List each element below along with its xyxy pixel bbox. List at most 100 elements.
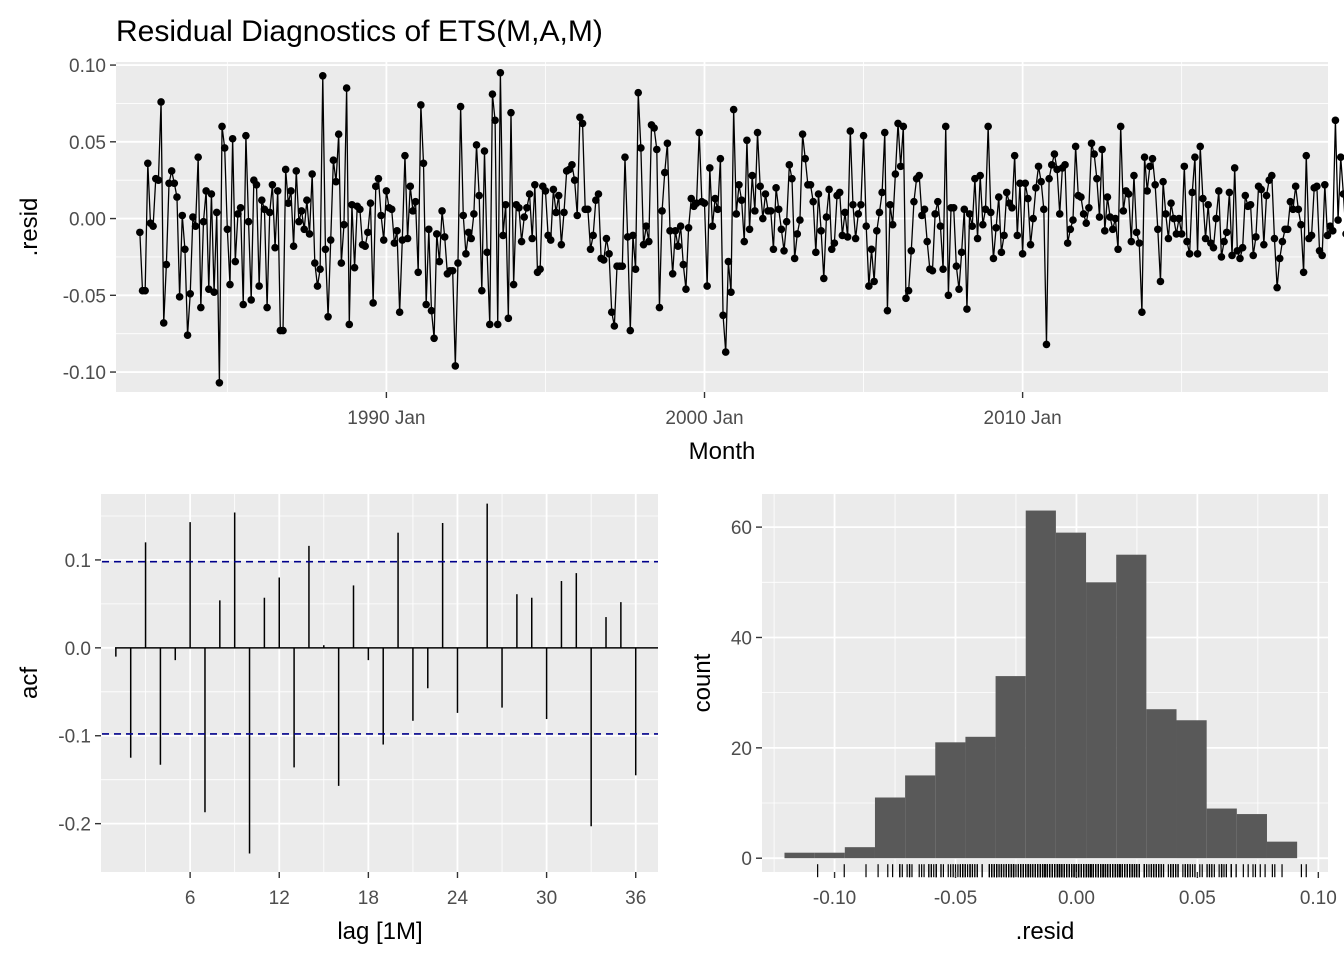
residual-point [737,196,746,204]
residual-point [989,254,998,263]
residual-point [1196,142,1205,151]
y-tick-label: -0.05 [63,286,106,307]
residual-point [1034,162,1043,171]
residual-point [541,187,550,195]
residual-point [1047,161,1056,169]
residual-point [448,266,457,275]
residual-point [170,179,179,188]
residual-point [1313,182,1321,191]
residual-point [851,234,860,243]
x-tick-label: 6 [185,888,196,909]
residual-point [867,245,876,254]
residual-point [1079,210,1088,218]
residual-point [1209,243,1218,252]
residual-point [1116,122,1125,131]
residual-point [1275,254,1284,263]
residual-point [406,182,415,191]
acf-panel: 0.1 0.0 -0.1 -0.2 6 12 18 24 30 36 lag [1M] acf [16,494,658,945]
residual-point [1199,194,1207,203]
residual-point [451,362,460,370]
histogram-bar [1025,510,1056,859]
residual-point [584,205,592,214]
residual-point [1236,254,1244,263]
residual-point [835,188,844,197]
residual-point [271,243,279,252]
histogram-bar [1116,554,1147,859]
residual-point [955,285,963,293]
residual-point [790,254,799,263]
residual-point [963,305,971,313]
residual-point [525,190,534,198]
residual-point [1045,174,1053,183]
residual-point [928,266,937,275]
residual-point [523,204,531,212]
residual-point [1294,205,1303,214]
residual-point [748,171,757,180]
residual-point [263,303,271,312]
residual-point [1167,199,1175,208]
x-tick-label: 0.05 [1179,888,1216,909]
residual-point [265,208,274,217]
residual-point [920,205,929,214]
residual-point [1146,162,1154,171]
residual-point [300,225,309,234]
residual-point [1268,171,1276,180]
residual-point [1212,214,1220,223]
residual-point [1013,231,1022,240]
residual-point [878,188,886,197]
residual-point [560,208,568,217]
residual-point [857,200,865,209]
residual-point [236,204,245,212]
residual-point [377,211,385,220]
residual-point [228,134,237,143]
histogram-axes: 0 20 40 60 -0.10 -0.05 0.00 0.05 0.10 [731,518,1337,909]
residual-point [759,214,767,223]
residual-point [941,122,950,131]
residual-point [1252,233,1260,241]
residual-point [817,227,825,235]
residual-point [936,222,945,231]
x-tick-label: 24 [447,888,469,909]
residual-point [578,119,587,128]
residual-point [1188,188,1197,197]
residual-point [682,285,690,293]
residual-point [1257,185,1265,194]
residual-point [252,180,261,189]
residual-point [1024,194,1032,203]
residual-point [247,296,255,304]
residual-point [183,331,192,340]
residual-point [332,177,340,186]
residual-point [144,159,152,168]
histogram-bars [784,510,1307,878]
residual-point [695,128,703,137]
residual-point [244,217,253,226]
y-tick-label: 20 [731,739,752,760]
residual-point [1040,205,1048,214]
residual-point [393,227,401,235]
residual-point [337,259,346,267]
residual-point [549,185,558,194]
residual-point [1220,237,1228,246]
residual-point [297,207,306,215]
residual-point [944,291,953,300]
residual-point [1143,187,1152,195]
residual-point [782,217,791,226]
residual-point [316,265,324,274]
residual-point [284,199,293,208]
residual-point [1302,151,1311,160]
residual-point [414,268,423,277]
residual-point [642,222,650,231]
residual-point [1093,174,1101,183]
x-tick-label: 0.10 [1300,888,1337,909]
residual-point [830,239,839,247]
residual-point [687,194,696,203]
residual-point [1154,225,1162,234]
residual-point [1225,188,1234,197]
residual-point [1119,207,1128,215]
residual-point [979,220,987,229]
residual-point [1241,191,1250,200]
residual-point [1175,214,1183,223]
residual-point [197,303,205,312]
residual-point [1273,283,1281,292]
residual-point [507,108,515,117]
